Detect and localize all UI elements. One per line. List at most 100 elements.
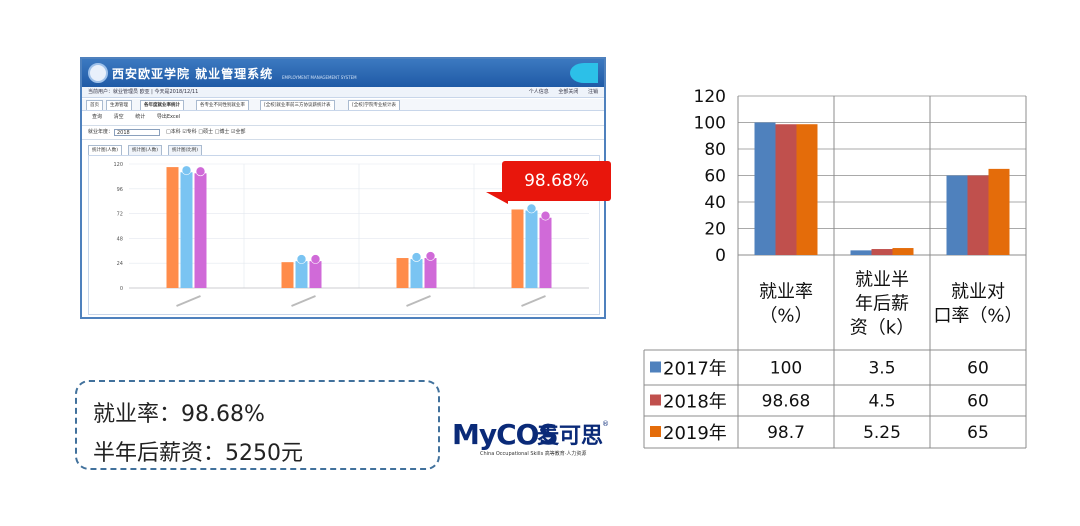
y-tick-label: 120 [694,87,726,107]
app-y-tick-label: 24 [117,261,123,267]
category-label: 年后薪 [855,294,909,315]
bar [796,124,818,255]
close-all-link[interactable]: 全部关闭 [558,89,579,95]
degree-checkboxes[interactable]: □本科 ☑专科 □硕士 □博士 ☑全部 [166,129,246,135]
legend-swatch [650,361,661,373]
logout-link[interactable]: 注销 [587,89,598,95]
app-bar-marker [411,252,422,262]
category-label: 就业对 [951,282,1005,303]
year-select[interactable]: 2018 [114,129,160,136]
app-bar [525,210,538,288]
table-value: 5.25 [863,423,901,443]
app-category-label [406,295,431,307]
app-bar-marker [195,166,206,177]
y-tick-label: 60 [704,167,726,187]
table-value: 4.5 [868,392,895,412]
salary-text: 半年后薪资：5250元 [93,441,303,466]
user-bar: 当前用户：就业管理员 欧亚 | 今天是2018/12/11 个人信息 全部关闭 … [82,87,604,98]
table-value: 98.7 [767,423,805,443]
category-label: 就业率 [759,282,813,303]
app-header: 西安欧亚学院 就业管理系统 EMPLOYMENT MANAGEMENT SYST… [82,59,604,87]
tab-student-source[interactable]: 生源管理 [106,100,132,110]
table-value: 3.5 [868,359,895,379]
app-subtitle: EMPLOYMENT MANAGEMENT SYSTEM [282,75,357,80]
bar [754,122,776,255]
app-bar-marker [526,203,537,214]
y-tick-label: 80 [704,140,726,160]
legend-label: 2019年 [663,423,727,444]
bar [946,175,968,255]
app-bar [396,258,409,288]
app-category-label [176,295,201,307]
app-bar-chart: 0 24 48 72 96 120 [113,162,589,307]
mycos-logo-tagline: China Occupational Skills 高等教育·人力资源 [480,451,587,457]
app-y-tick-label: 48 [117,236,123,242]
app-bar [309,261,322,288]
app-bar-marker [425,251,436,261]
tab-home[interactable]: 首页 [86,100,103,110]
app-category-label [291,295,316,307]
legend-swatch [650,426,661,437]
clear-button[interactable]: 清空 [113,114,124,120]
app-bar-marker [296,254,307,264]
app-y-tick-label: 0 [120,286,123,292]
app-bar [410,259,423,288]
category-label: （%） [759,306,812,327]
app-bar [281,262,294,288]
bar [892,248,914,255]
legend-label: 2018年 [663,392,727,413]
app-y-tick-label: 96 [117,187,123,193]
app-title: 西安欧亚学院 就业管理系统 [112,67,274,81]
table-value: 100 [770,359,802,379]
tab-annual-employment[interactable]: 各年度就业率统计 [140,100,184,110]
table-value: 98.68 [762,392,811,412]
app-y-tick-label: 120 [113,162,123,168]
tab-salary-stats[interactable]: [全校]就业率前三方协议薪统计表 [260,100,335,110]
app-toolbar: 查询 清空 统计 导出Excel [82,111,604,123]
category-label: 就业半 [855,270,909,291]
table-value: 60 [967,359,989,379]
employment-rate-text: 就业率：98.68% [93,402,265,427]
bar [850,250,872,255]
header-decoration-icon [570,63,598,83]
app-bar-marker [181,165,192,176]
year-label: 就业年度： [88,129,114,135]
y-tick-label: 0 [715,246,726,266]
app-bar-marker [540,210,551,221]
mycos-logo-cn: 麦可思 [537,424,604,449]
personal-info-link[interactable]: 个人信息 [528,89,549,95]
category-label: 资（k） [850,318,914,339]
app-bar [539,217,552,288]
export-excel-button[interactable]: 导出Excel [156,114,181,120]
app-y-tick-label: 72 [117,212,123,218]
app-bar [424,258,437,288]
summary-box: 就业率：98.68% 半年后薪资：5250元 [75,380,440,470]
stats-button[interactable]: 统计 [135,114,146,120]
app-bar [295,261,308,288]
school-logo-icon [88,63,108,83]
y-tick-label: 100 [694,114,726,134]
app-bar [194,173,207,288]
bar [775,124,797,256]
bar [967,175,989,255]
table-value: 65 [967,423,989,443]
app-category-label [521,295,546,307]
y-tick-label: 40 [704,193,726,213]
app-bar [180,172,193,288]
comparison-chart: 0 20 40 60 80 100 120 就业率 （%） 100 98.68 98.7 就业半年后薪资… [643,87,1027,449]
y-tick-label: 20 [704,220,726,240]
query-button[interactable]: 查询 [92,114,103,120]
bar [871,249,893,255]
tab-gender-employment[interactable]: 各专业不同性别就业率 [196,100,249,110]
app-bar [166,167,179,288]
tab-college-stats[interactable]: [全校]学院专业统计表 [348,100,401,110]
legend-swatch [650,394,661,406]
bar [988,168,1010,255]
app-bar [511,209,524,288]
category-label: 口率（%） [933,306,1022,327]
app-chart-panel: 0 24 48 72 96 120 [88,155,600,315]
callout-label: 98.68% [502,161,611,201]
app-tab-bar: 首页 生源管理 各年度就业率统计 各专业不同性别就业率 [全校]就业率前三方协议… [82,99,604,111]
table-value: 60 [967,392,989,412]
mycos-registered-mark: ® [602,420,609,428]
